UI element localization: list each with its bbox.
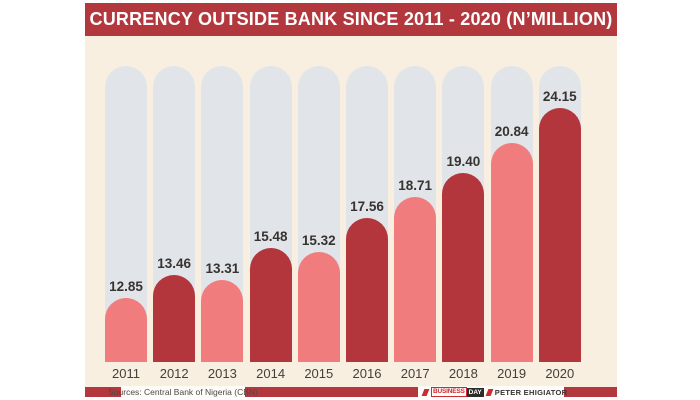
bar-cell-2016: 17.56 2016 xyxy=(346,66,388,381)
source-box: Sources: Central Bank of Nigeria (CBN) xyxy=(108,386,258,398)
year-label-2011: 2011 xyxy=(112,366,140,381)
value-label-2016: 17.56 xyxy=(350,199,384,214)
bar-cell-2020: 24.15 2020 xyxy=(538,66,581,381)
bar-2016 xyxy=(346,218,388,362)
bar-cell-2015: 15.32 2015 xyxy=(297,66,340,381)
bar-cell-2011: 12.85 2011 xyxy=(105,66,147,381)
year-label-2017: 2017 xyxy=(400,366,430,381)
year-label-2014: 2014 xyxy=(256,366,286,381)
credit-name: PETER EHIGIATOR xyxy=(494,387,568,397)
chart-title: CURRENCY OUTSIDE BANK SINCE 2011 - 2020 … xyxy=(89,9,613,29)
value-label-2011: 12.85 xyxy=(109,279,143,294)
bar-2014 xyxy=(249,248,292,362)
year-label-2019: 2019 xyxy=(497,366,527,381)
year-label-2015: 2015 xyxy=(304,366,334,381)
value-label-2012: 13.46 xyxy=(157,256,192,271)
value-label-2020: 24.15 xyxy=(542,89,577,104)
bar-2017 xyxy=(394,197,437,362)
year-label-2012: 2012 xyxy=(159,366,189,381)
year-label-2020: 2020 xyxy=(545,366,575,381)
bar-2018 xyxy=(442,173,485,362)
bar-2015 xyxy=(297,252,340,362)
value-label-2019: 20.84 xyxy=(494,124,529,139)
bar-cell-2019: 20.84 2019 xyxy=(490,66,533,381)
slash-icon xyxy=(421,388,430,396)
slash-icon xyxy=(485,388,494,396)
bar-2012 xyxy=(153,275,196,362)
chart-panel: 12.85 2011 13.46 2012 13.31 2013 15.48 2014 15.3… xyxy=(85,36,617,387)
bar-chart: 12.85 2011 13.46 2012 13.31 2013 15.48 2014 15.3… xyxy=(85,36,617,387)
value-label-2017: 18.71 xyxy=(398,178,433,193)
year-label-2013: 2013 xyxy=(207,366,237,381)
value-label-2013: 13.31 xyxy=(205,261,240,276)
credit-box: BUSINESS DAY PETER EHIGIATOR xyxy=(418,386,567,398)
year-label-2018: 2018 xyxy=(448,366,478,381)
value-label-2014: 15.48 xyxy=(253,229,288,244)
bar-2011 xyxy=(105,298,147,362)
bar-cell-2012: 13.46 2012 xyxy=(153,66,196,381)
footer-strip: Sources: Central Bank of Nigeria (CBN) B… xyxy=(85,386,617,398)
source-label: Sources: Central Bank of Nigeria (CBN) xyxy=(108,387,258,397)
bar-cell-2014: 15.48 2014 xyxy=(249,66,292,381)
year-label-2016: 2016 xyxy=(352,366,382,381)
bar-cell-2013: 13.31 2013 xyxy=(201,66,244,381)
value-label-2018: 19.40 xyxy=(446,154,481,169)
bar-cell-2018: 19.40 2018 xyxy=(442,66,485,381)
businessday-logo-day: DAY xyxy=(466,387,484,397)
businessday-logo-business: BUSINESS xyxy=(431,387,467,397)
bar-2020 xyxy=(538,108,581,362)
chart-title-banner: CURRENCY OUTSIDE BANK SINCE 2011 - 2020 … xyxy=(85,3,617,36)
bar-cell-2017: 18.71 2017 xyxy=(394,66,437,381)
bar-2019 xyxy=(490,143,533,362)
value-label-2015: 15.32 xyxy=(301,233,336,248)
bar-2013 xyxy=(201,280,244,362)
